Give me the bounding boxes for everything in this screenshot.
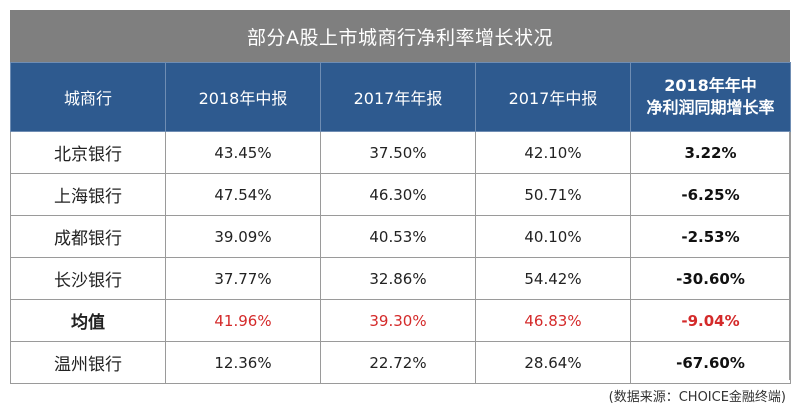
average-label: 均值 — [10, 299, 166, 342]
table-row: 北京银行 43.45% 37.50% 42.10% 3.22% — [10, 131, 791, 174]
value-2018-interim: 12.36% — [165, 341, 321, 384]
value-growth: -6.25% — [630, 173, 791, 216]
value-2017-annual: 40.53% — [320, 215, 476, 258]
value-growth: -9.04% — [630, 299, 791, 342]
value-2017-annual: 46.30% — [320, 173, 476, 216]
header-growth-line2: 净利润同期增长率 — [646, 98, 775, 117]
table-row: 成都银行 39.09% 40.53% 40.10% -2.53% — [10, 215, 791, 258]
value-2017-interim: 28.64% — [475, 341, 631, 384]
bank-name: 成都银行 — [10, 215, 166, 258]
data-source-note: (数据来源：CHOICE金融终端) — [608, 390, 786, 405]
value-2018-interim: 41.96% — [165, 299, 321, 342]
value-2017-interim: 40.10% — [475, 215, 631, 258]
value-2017-annual: 22.72% — [320, 341, 476, 384]
value-growth: -30.60% — [630, 257, 791, 300]
value-2018-interim: 39.09% — [165, 215, 321, 258]
bank-name: 上海银行 — [10, 173, 166, 216]
value-2018-interim: 43.45% — [165, 131, 321, 174]
value-2017-interim: 54.42% — [475, 257, 631, 300]
header-growth: 2018年年中 净利润同期增长率 — [630, 62, 791, 132]
table-title: 部分A股上市城商行净利率增长状况 — [10, 10, 790, 62]
header-2017-interim: 2017年中报 — [475, 62, 631, 132]
header-2017-annual: 2017年年报 — [320, 62, 476, 132]
value-2017-interim: 46.83% — [475, 299, 631, 342]
value-growth: 3.22% — [630, 131, 791, 174]
bank-name: 北京银行 — [10, 131, 166, 174]
value-2017-annual: 39.30% — [320, 299, 476, 342]
value-2017-interim: 42.10% — [475, 131, 631, 174]
table-row: 上海银行 47.54% 46.30% 50.71% -6.25% — [10, 173, 791, 216]
header-2018-interim: 2018年中报 — [165, 62, 321, 132]
header-bank: 城商行 — [10, 62, 166, 132]
value-2018-interim: 47.54% — [165, 173, 321, 216]
table-row: 长沙银行 37.77% 32.86% 54.42% -30.60% — [10, 257, 791, 300]
value-growth: -2.53% — [630, 215, 791, 258]
value-2017-interim: 50.71% — [475, 173, 631, 216]
average-row: 均值 41.96% 39.30% 46.83% -9.04% — [10, 299, 791, 342]
bank-net-margin-table: 城商行 2018年中报 2017年年报 2017年中报 2018年年中 净利润同… — [10, 62, 791, 384]
value-2017-annual: 37.50% — [320, 131, 476, 174]
value-2018-interim: 37.77% — [165, 257, 321, 300]
table-row: 温州银行 12.36% 22.72% 28.64% -67.60% — [10, 341, 791, 384]
bank-name: 温州银行 — [10, 341, 166, 384]
value-2017-annual: 32.86% — [320, 257, 476, 300]
header-growth-line1: 2018年年中 — [664, 76, 757, 95]
header-row: 城商行 2018年中报 2017年年报 2017年中报 2018年年中 净利润同… — [10, 62, 791, 132]
value-growth: -67.60% — [630, 341, 791, 384]
bank-name: 长沙银行 — [10, 257, 166, 300]
